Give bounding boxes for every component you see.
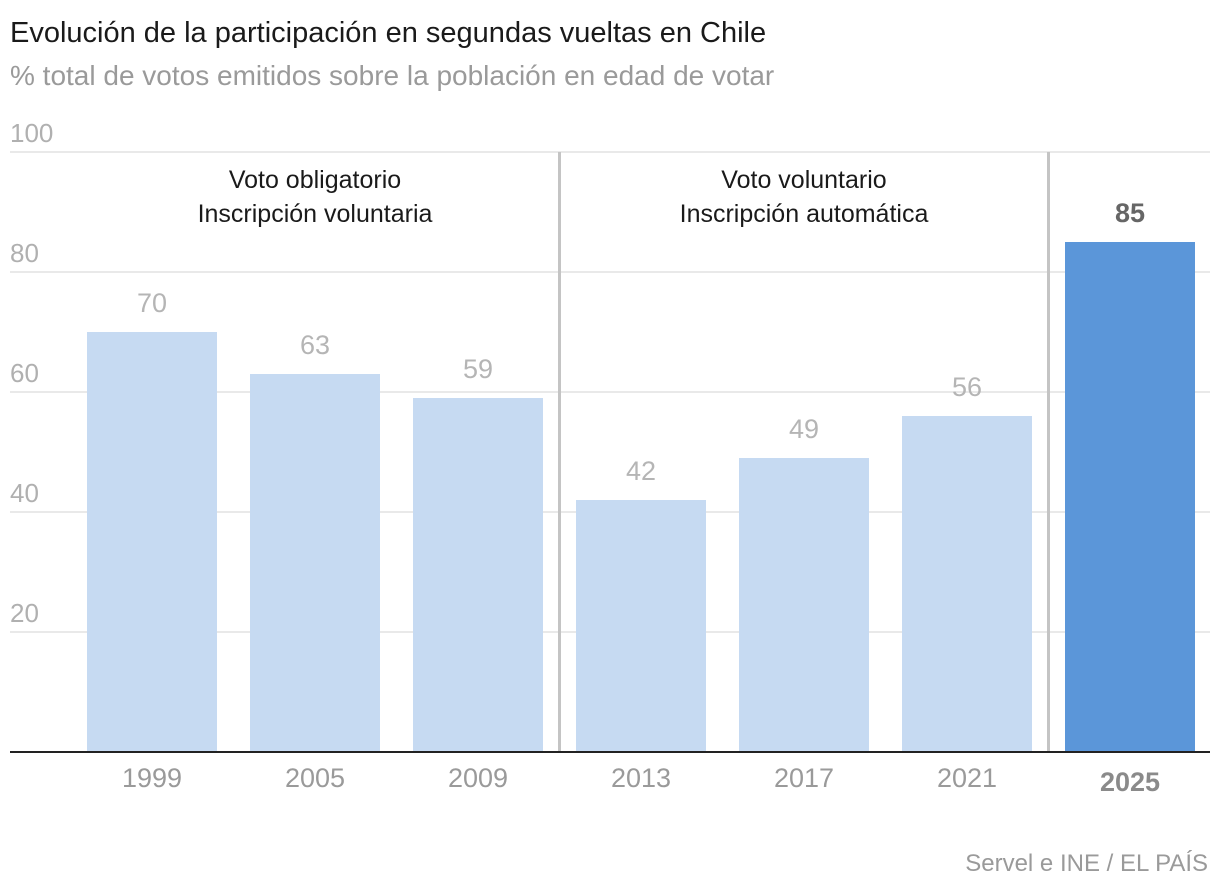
x-tick-2025: 2025 (1100, 767, 1160, 797)
bars (87, 242, 1195, 752)
source-note: Servel e INE / EL PAÍS (965, 850, 1208, 877)
chart-subtitle: % total de votos emitidos sobre la pobla… (10, 60, 774, 91)
value-label-1999: 70 (137, 288, 167, 318)
y-tick-label: 40 (10, 478, 39, 508)
value-label-2017: 49 (789, 414, 819, 444)
period-label-2-line2: Inscripción automática (680, 200, 929, 228)
x-tick-1999: 1999 (122, 763, 182, 793)
x-tick-2017: 2017 (774, 763, 834, 793)
x-axis-ticks: 1999 2005 2009 2013 2017 2021 2025 (122, 763, 1160, 797)
value-label-2009: 59 (463, 354, 493, 384)
value-label-2021: 56 (952, 372, 982, 402)
period-label-1-line2: Inscripción voluntaria (198, 200, 433, 228)
bar-2005 (250, 374, 380, 752)
x-tick-2021: 2021 (937, 763, 997, 793)
y-tick-label: 20 (10, 598, 39, 628)
value-label-2025: 85 (1115, 198, 1145, 228)
y-tick-label: 80 (10, 238, 39, 268)
x-tick-2005: 2005 (285, 763, 345, 793)
period-label-2-line1: Voto voluntario (721, 166, 886, 194)
period-labels: Voto obligatorio Inscripción voluntaria Vo… (198, 166, 929, 228)
value-label-2013: 42 (626, 456, 656, 486)
y-tick-label: 60 (10, 358, 39, 388)
bar-2025 (1065, 242, 1195, 752)
bar-1999 (87, 332, 217, 752)
chart-title: Evolución de la participación en segunda… (10, 17, 766, 49)
value-labels: 70 63 59 42 49 56 85 (137, 198, 1145, 486)
period-dividers (558, 152, 1050, 752)
x-tick-2013: 2013 (611, 763, 671, 793)
bar-2009 (413, 398, 543, 752)
bar-2013 (576, 500, 706, 752)
y-tick-label: 100 (10, 118, 53, 148)
value-label-2005: 63 (300, 330, 330, 360)
period-label-1-line1: Voto obligatorio (229, 166, 401, 194)
x-tick-2009: 2009 (448, 763, 508, 793)
bar-2017 (739, 458, 869, 752)
bar-2021 (902, 416, 1032, 752)
